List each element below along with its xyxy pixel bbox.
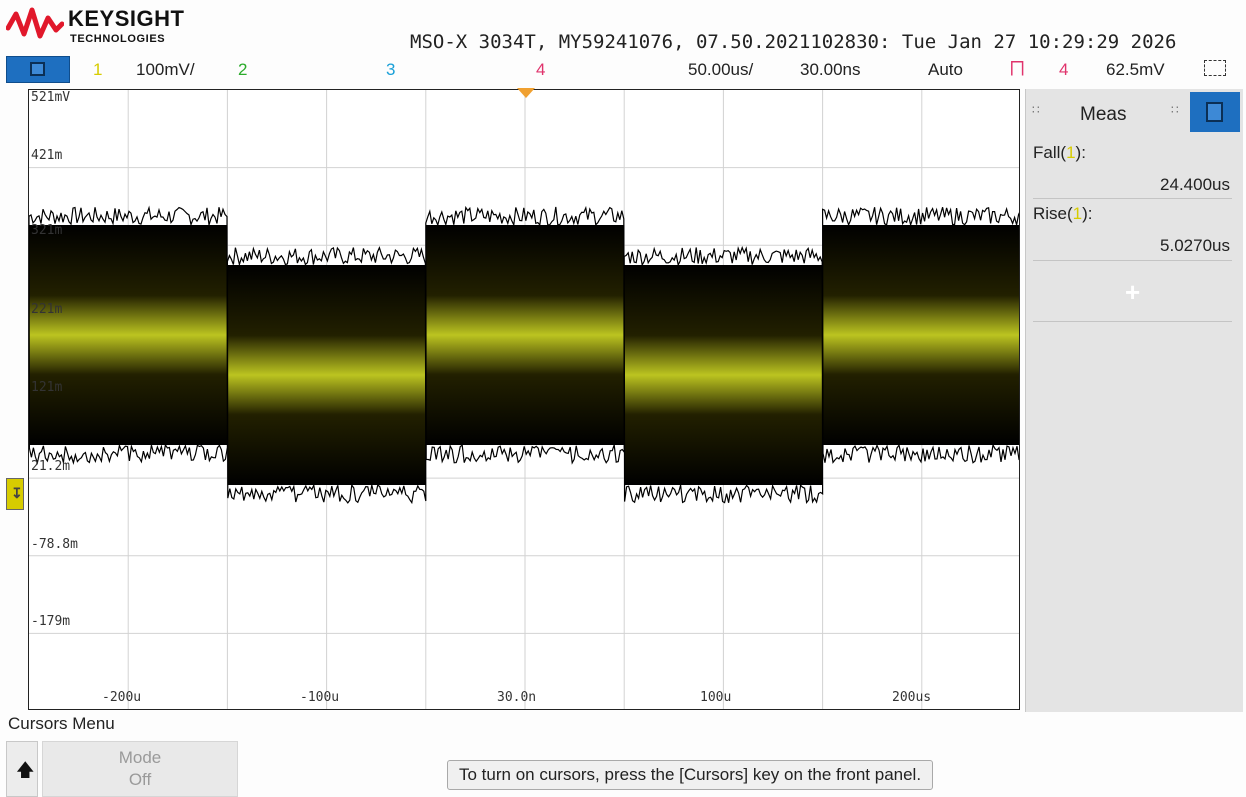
channel-3-button[interactable]: 3 — [386, 60, 396, 79]
keysight-wave-icon — [6, 7, 64, 39]
waveform-display[interactable] — [28, 89, 1020, 710]
trigger-mode[interactable]: Auto — [928, 60, 963, 79]
y-label-6: 21.2m — [31, 459, 71, 474]
cursor-hint-message: To turn on cursors, press the [Cursors] … — [447, 760, 934, 790]
x-label-1: -200u — [102, 690, 142, 705]
y-label-3: 321m — [31, 223, 63, 238]
up-arrow-icon: 🡅 — [16, 760, 35, 780]
ch1-trace-noise — [226, 246, 427, 505]
brand-name: KEYSIGHT — [68, 6, 185, 31]
channel-1-button[interactable]: 1 — [93, 60, 103, 79]
y-label-2: 421m — [31, 148, 63, 163]
measurement-panel — [1025, 89, 1243, 712]
ch1-trace-noise — [821, 206, 1019, 464]
brand-subtitle: TECHNOLOGIES — [70, 33, 166, 45]
main-menu-button[interactable] — [6, 56, 70, 83]
trigger-source[interactable]: 4 — [1059, 60, 1069, 79]
meas-rise-value: 5.0270us — [1160, 236, 1230, 255]
trigger-position-marker[interactable] — [517, 88, 535, 98]
meas-menu-icon — [1206, 102, 1223, 122]
meas-divider — [1033, 321, 1232, 322]
graticule — [29, 90, 1019, 709]
timebase-scale[interactable]: 50.00us/ — [688, 60, 754, 79]
meas-fall-value: 24.400us — [1160, 175, 1230, 194]
ground-marker-icon[interactable]: ↧ — [6, 478, 24, 510]
channel-1-scale[interactable]: 100mV/ — [136, 60, 195, 79]
zoom-icon[interactable] — [1204, 60, 1226, 76]
ch1-trace-band — [29, 225, 228, 445]
ch1-trace-band — [227, 265, 426, 485]
y-label-8: -179m — [31, 614, 71, 629]
back-button[interactable]: 🡅 — [6, 741, 38, 797]
channel-2-button[interactable]: 2 — [238, 60, 248, 79]
y-label-5: 121m — [31, 380, 63, 395]
y-label-1: 521mV — [31, 90, 71, 105]
ch1-trace-band — [425, 225, 625, 445]
cursor-mode-label: Mode — [118, 748, 162, 767]
meas-divider — [1033, 260, 1232, 261]
menu-icon — [30, 62, 45, 76]
x-label-5: 200us — [892, 690, 932, 705]
x-label-2: -100u — [300, 690, 340, 705]
trigger-edge-icon: ⨅ — [1010, 58, 1025, 78]
time-delay[interactable]: 30.00ns — [800, 60, 861, 79]
drag-handle-icon[interactable]: ∷ — [1171, 103, 1179, 117]
y-label-7: -78.8m — [31, 537, 78, 552]
meas-divider — [1033, 198, 1232, 199]
x-label-3: 30.0n — [497, 690, 537, 705]
instrument-info: MSO-X 3034T, MY59241076, 07.50.202110283… — [410, 31, 1177, 53]
meas-rise-name[interactable]: Rise(1): — [1033, 204, 1093, 223]
y-label-4: 221m — [31, 302, 63, 317]
add-measurement-button[interactable]: + — [1125, 277, 1141, 307]
trigger-level[interactable]: 62.5mV — [1106, 60, 1165, 79]
x-label-4: 100u — [700, 690, 732, 705]
ch1-trace-band — [624, 265, 823, 485]
meas-title: Meas — [1080, 104, 1127, 125]
drag-handle-icon[interactable]: ∷ — [1032, 103, 1040, 117]
meas-menu-button[interactable] — [1190, 92, 1240, 132]
cursors-menu-title: Cursors Menu — [8, 714, 115, 733]
ch1-trace-band — [822, 225, 1019, 445]
channel-4-button[interactable]: 4 — [536, 60, 546, 79]
cursor-mode-value: Off — [128, 770, 152, 789]
meas-fall-name[interactable]: Fall(1): — [1033, 143, 1086, 162]
ch1-trace-noise — [623, 245, 824, 504]
cursor-mode-button[interactable]: Mode Off — [42, 741, 238, 797]
